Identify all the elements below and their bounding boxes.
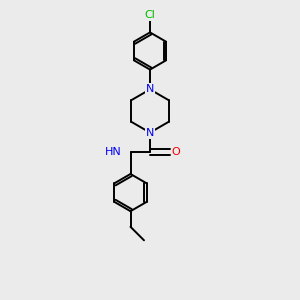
- Text: HN: HN: [105, 147, 122, 157]
- Text: N: N: [146, 128, 154, 138]
- Text: N: N: [146, 84, 154, 94]
- Text: O: O: [172, 147, 181, 157]
- Text: Cl: Cl: [145, 10, 155, 20]
